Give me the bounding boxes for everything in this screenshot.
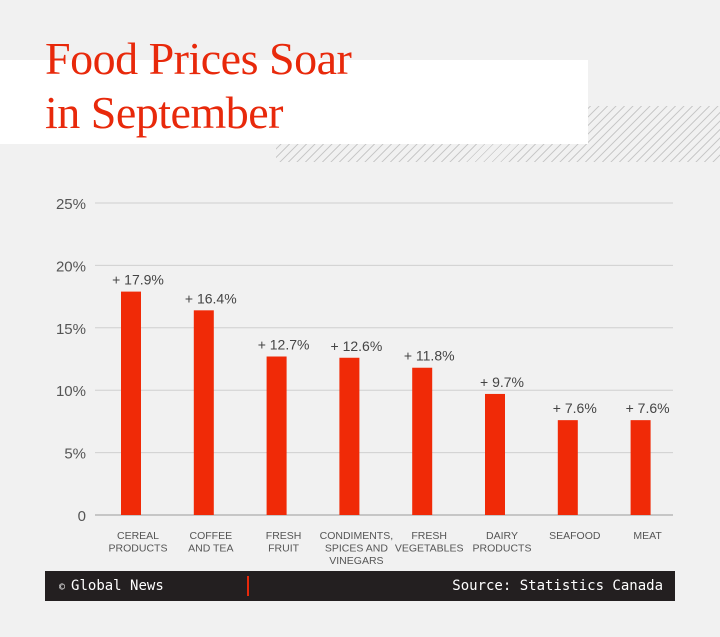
y-tick-label: 20% xyxy=(56,258,86,275)
y-tick-label: 10% xyxy=(56,383,86,400)
x-tick-label: VEGETABLES xyxy=(395,543,464,555)
footer-bar: © Global News Source: Statistics Canada xyxy=(45,571,675,601)
brand-name: Global News xyxy=(71,578,164,594)
footer-divider xyxy=(247,576,249,596)
x-tick-label: CONDIMENTS, xyxy=(320,530,394,542)
title-line-1: Food Prices Soar xyxy=(45,33,352,84)
chart-title: Food Prices Soar in September xyxy=(45,32,352,140)
copyright-icon: © xyxy=(59,582,66,593)
x-tick-label: VINEGARS xyxy=(329,555,383,567)
bar xyxy=(412,367,433,515)
data-label: + 7.6% xyxy=(626,400,670,416)
x-tick-label: FRUIT xyxy=(268,543,299,555)
x-tick-label: AND TEA xyxy=(188,543,233,555)
x-tick-label: FRESH xyxy=(411,530,447,542)
bar xyxy=(339,357,360,515)
bar xyxy=(121,291,141,515)
x-tick-label: FRESH xyxy=(266,530,302,542)
y-tick-label: 25% xyxy=(56,196,86,213)
bar xyxy=(630,420,651,515)
bar xyxy=(485,393,505,515)
x-tick-label: SPICES AND xyxy=(325,543,388,555)
data-label: + 12.6% xyxy=(331,338,383,354)
data-label: + 9.7% xyxy=(480,374,524,390)
x-tick-label: CEREAL xyxy=(117,530,159,542)
data-label: + 7.6% xyxy=(553,400,597,416)
y-tick-label: 15% xyxy=(56,321,86,338)
footer-brand: © Global News xyxy=(59,578,164,594)
x-tick-label: PRODUCTS xyxy=(473,543,532,555)
x-tick-label: SEAFOOD xyxy=(549,530,601,542)
title-background xyxy=(0,60,588,144)
source-text: Source: Statistics Canada xyxy=(452,578,663,594)
data-label: + 16.4% xyxy=(185,290,237,306)
x-tick-label: COFFEE xyxy=(190,530,233,542)
bar xyxy=(266,356,287,515)
bar xyxy=(557,420,578,515)
title-line-2: in September xyxy=(45,87,284,138)
bar xyxy=(193,310,214,515)
x-tick-label: PRODUCTS xyxy=(109,543,168,555)
data-label: + 11.8% xyxy=(404,348,455,364)
y-tick-label: 5% xyxy=(64,446,86,463)
x-tick-label: DAIRY xyxy=(486,530,518,542)
y-tick-label: 0 xyxy=(78,508,86,525)
x-tick-label: MEAT xyxy=(633,530,662,542)
data-label: + 17.9% xyxy=(112,272,164,288)
data-label: + 12.7% xyxy=(258,337,310,353)
